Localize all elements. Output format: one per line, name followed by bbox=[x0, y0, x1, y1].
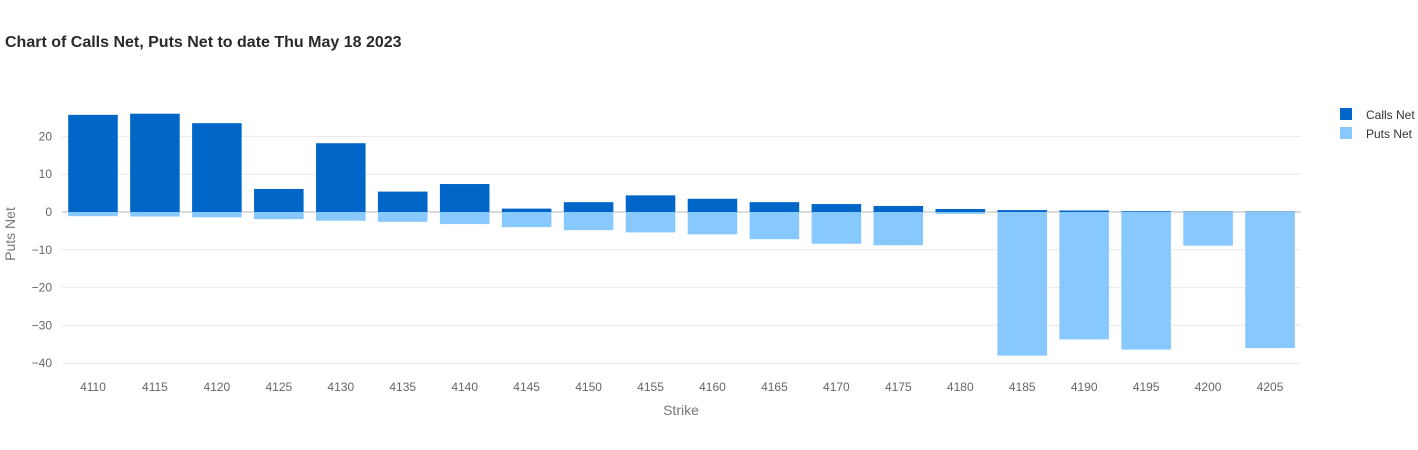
puts-net-bar bbox=[1059, 212, 1109, 340]
x-tick-label: 4180 bbox=[947, 380, 974, 394]
puts-net-bar bbox=[68, 212, 118, 217]
puts-net-bar bbox=[873, 212, 924, 246]
legend-swatch-calls-net bbox=[1340, 108, 1352, 120]
puts-net-bar bbox=[1183, 212, 1233, 246]
puts-net-bar bbox=[563, 212, 614, 231]
legend-label-puts-net: Puts Net bbox=[1366, 127, 1413, 141]
calls-net-bar bbox=[1121, 211, 1171, 212]
puts-net-bar bbox=[997, 212, 1048, 356]
calls-net-bar bbox=[687, 198, 738, 212]
legend-swatch-puts-net bbox=[1340, 127, 1352, 139]
calls-net-bar bbox=[873, 205, 924, 212]
puts-net-bar bbox=[749, 212, 800, 240]
calls-net-bar bbox=[935, 208, 986, 212]
puts-net-bar bbox=[377, 212, 428, 222]
calls-net-bar bbox=[192, 123, 242, 212]
x-axis-ticks: 4110 4115 4120 4125 4130 4135 4140 4145 4150 4155… bbox=[80, 380, 1284, 394]
puts-net-bar bbox=[130, 212, 180, 217]
puts-net-bar bbox=[1245, 212, 1295, 349]
y-tick-label: 0 bbox=[45, 205, 52, 219]
calls-net-bar bbox=[130, 113, 180, 212]
legend-item-calls-net[interactable]: Calls Net bbox=[1340, 108, 1415, 122]
calls-net-bar bbox=[625, 195, 676, 212]
y-axis-ticks: 20 10 0 −10 −20 −30 −40 bbox=[32, 129, 53, 370]
y-tick-label: −30 bbox=[32, 318, 53, 332]
calls-net-bar bbox=[997, 210, 1048, 212]
x-tick-label: 4150 bbox=[575, 380, 602, 394]
x-tick-label: 4200 bbox=[1195, 380, 1222, 394]
puts-net-bar bbox=[625, 212, 676, 233]
y-tick-label: 20 bbox=[39, 129, 53, 143]
calls-net-bar bbox=[563, 202, 614, 212]
calls-net-bar bbox=[1245, 211, 1295, 213]
legend-item-puts-net[interactable]: Puts Net bbox=[1340, 127, 1413, 141]
x-tick-label: 4115 bbox=[142, 380, 168, 394]
x-tick-label: 4125 bbox=[265, 380, 292, 394]
x-tick-label: 4155 bbox=[637, 380, 664, 394]
calls-net-bar bbox=[439, 184, 490, 212]
calls-net-bar bbox=[501, 208, 552, 212]
x-tick-label: 4190 bbox=[1071, 380, 1098, 394]
grid-lines bbox=[62, 135, 1301, 364]
puts-net-bar bbox=[192, 212, 242, 218]
calls-net-bar bbox=[749, 202, 800, 212]
legend[interactable]: Calls Net Puts Net bbox=[1340, 108, 1415, 141]
puts-net-bar bbox=[1121, 212, 1171, 350]
y-tick-label: 10 bbox=[39, 167, 53, 181]
y-tick-label: −20 bbox=[32, 281, 53, 295]
puts-net-bar bbox=[254, 212, 304, 220]
puts-net-bar bbox=[501, 212, 552, 228]
x-tick-label: 4205 bbox=[1257, 380, 1284, 394]
y-axis-label: Puts Net bbox=[2, 207, 18, 261]
puts-net-bar bbox=[935, 212, 986, 214]
calls-net-bar bbox=[315, 143, 366, 212]
calls-net-bar bbox=[1059, 210, 1109, 212]
x-tick-label: 4165 bbox=[761, 380, 788, 394]
x-tick-label: 4145 bbox=[513, 380, 540, 394]
chart-title: Chart of Calls Net, Puts Net to date Thu… bbox=[5, 34, 402, 51]
x-tick-label: 4110 bbox=[80, 380, 106, 394]
calls-net-bar bbox=[254, 188, 304, 212]
legend-label-calls-net: Calls Net bbox=[1366, 108, 1415, 122]
puts-net-bar bbox=[811, 212, 862, 244]
bar-group bbox=[68, 113, 1295, 356]
y-tick-label: −40 bbox=[32, 356, 53, 370]
calls-net-bar bbox=[68, 114, 118, 212]
x-tick-label: 4135 bbox=[389, 380, 416, 394]
y-tick-label: −10 bbox=[32, 243, 53, 257]
x-axis-label: Strike bbox=[663, 402, 699, 418]
puts-net-bar bbox=[687, 212, 738, 235]
puts-net-bar bbox=[439, 212, 490, 225]
puts-net-bar bbox=[315, 212, 366, 221]
x-tick-label: 4140 bbox=[451, 380, 478, 394]
x-tick-label: 4185 bbox=[1009, 380, 1036, 394]
x-tick-label: 4130 bbox=[327, 380, 354, 394]
x-tick-label: 4175 bbox=[885, 380, 912, 394]
calls-net-bar bbox=[377, 191, 428, 212]
calls-net-bar bbox=[1183, 211, 1233, 213]
x-tick-label: 4170 bbox=[823, 380, 850, 394]
x-tick-label: 4160 bbox=[699, 380, 726, 394]
x-tick-label: 4195 bbox=[1133, 380, 1160, 394]
calls-net-bar bbox=[811, 204, 862, 212]
x-tick-label: 4120 bbox=[204, 380, 231, 394]
